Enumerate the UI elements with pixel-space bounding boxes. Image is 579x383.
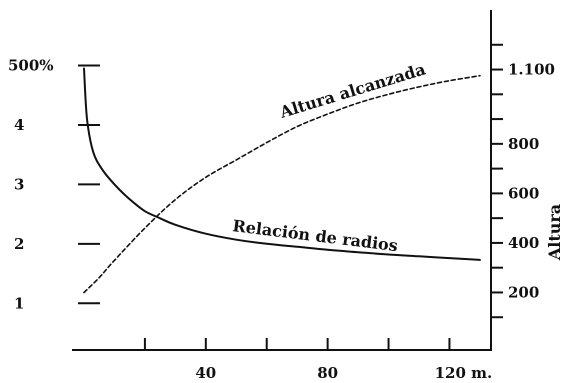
series-line-relacion-de-radios [83, 67, 481, 261]
left-axis-ticks: 1 2 3 4 500% [8, 57, 100, 312]
series-line-altura-alcanzada [83, 74, 481, 294]
x-axis-ticks: 40 80 120 m. [143, 338, 493, 382]
x-tick-label-1: 80 [317, 364, 338, 382]
left-tick-label-4: 500% [8, 57, 54, 75]
left-tick-label-3: 4 [14, 116, 24, 134]
x-tick-label-2: 120 m. [435, 364, 493, 382]
right-tick-label-3: 800 [508, 135, 539, 153]
right-tick-label-1: 400 [508, 234, 539, 252]
left-tick-label-1: 2 [14, 235, 24, 253]
left-tick-label-0: 1 [14, 294, 24, 312]
x-tick-label-0: 40 [195, 364, 216, 382]
axes [72, 10, 492, 351]
right-tick-label-0: 200 [508, 283, 539, 301]
right-axis-ticks: 200 400 600 800 1.100 [491, 43, 555, 319]
right-tick-label-4: 1.100 [508, 61, 555, 79]
right-tick-label-2: 600 [508, 184, 539, 202]
right-axis-title: Altura [545, 204, 564, 261]
series-group [83, 67, 481, 294]
left-tick-label-2: 3 [14, 175, 24, 193]
